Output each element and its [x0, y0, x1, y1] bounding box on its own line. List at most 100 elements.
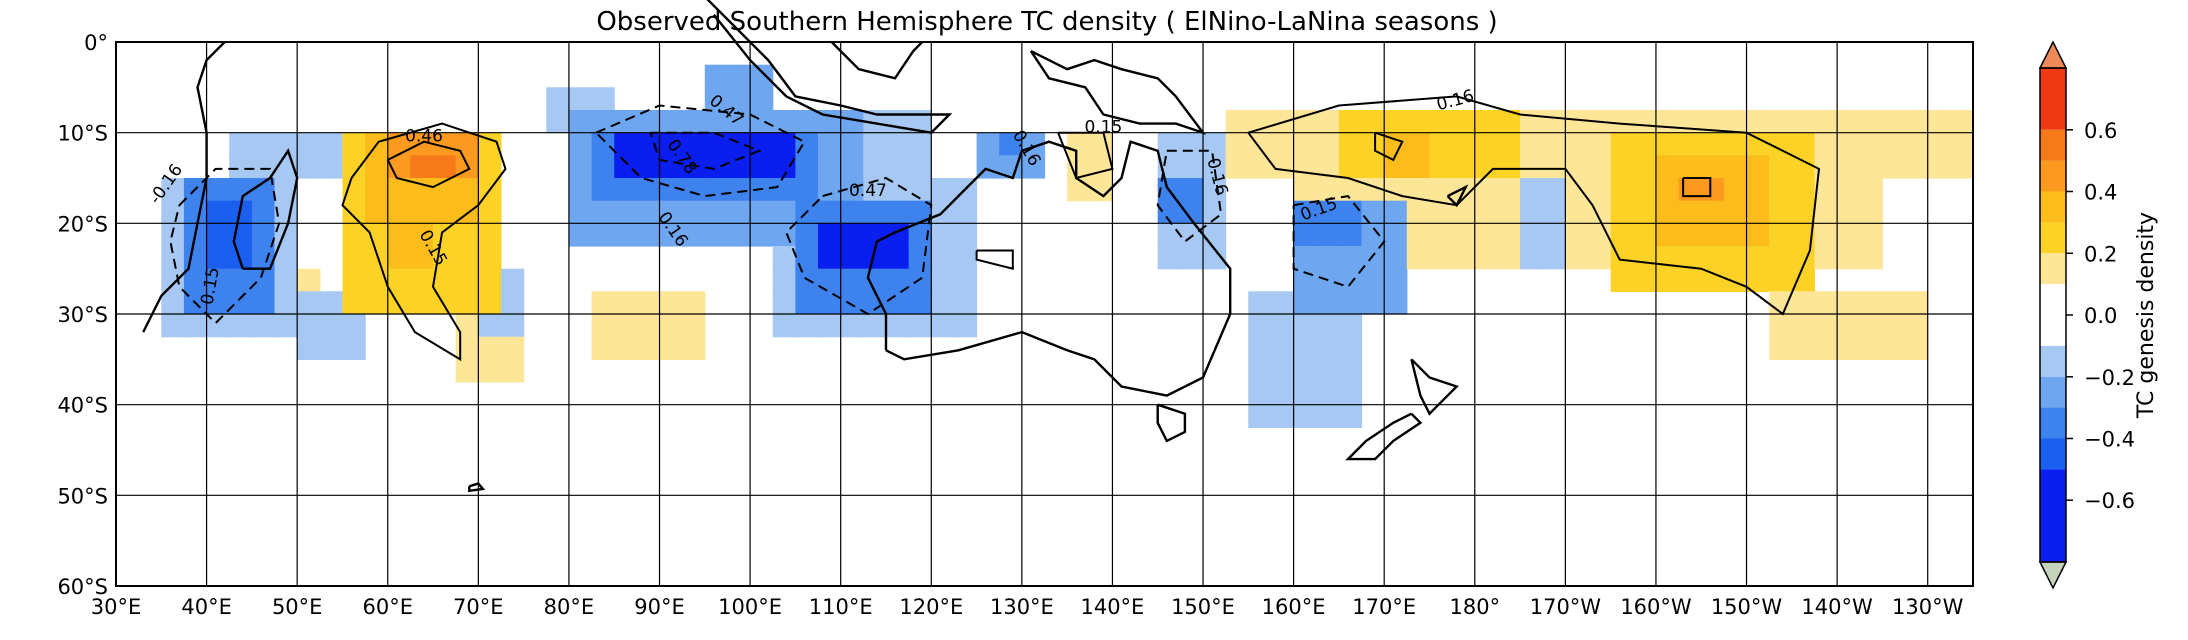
density-cell: [863, 223, 887, 247]
density-cell: [478, 268, 502, 292]
density-cell: [1723, 178, 1748, 202]
density-cell: [1452, 200, 1476, 224]
density-cell: [1520, 200, 1544, 224]
density-cell: [1293, 132, 1317, 156]
density-cell: [1520, 110, 1544, 134]
density-cell: [387, 246, 411, 270]
density-cell: [863, 291, 887, 315]
density-cell: [1248, 155, 1272, 179]
density-cell: [1837, 155, 1861, 179]
density-cell: [1678, 246, 1702, 270]
density-cell: [953, 291, 978, 315]
density-cell: [840, 268, 864, 292]
density-cell: [750, 110, 774, 134]
density-cell: [682, 155, 706, 179]
density-cell: [1542, 178, 1566, 202]
density-cell: [1384, 291, 1408, 315]
positive-contour: [386, 140, 471, 189]
density-cell: [1633, 268, 1657, 292]
density-cell: [818, 178, 842, 202]
density-cell: [1293, 291, 1317, 315]
density-cell: [976, 132, 1000, 156]
density-cell: [501, 291, 525, 315]
density-cell: [1452, 110, 1476, 134]
density-cell: [1203, 155, 1227, 179]
x-tick-label: 40°E: [181, 595, 232, 619]
density-cell: [1565, 223, 1589, 247]
density-cell: [183, 314, 208, 338]
density-cell: [251, 314, 276, 338]
density-cell: [614, 336, 638, 360]
density-cell: [568, 155, 593, 179]
density-cell: [953, 246, 978, 270]
x-tick-label: 120°E: [899, 595, 963, 619]
density-cell: [387, 178, 411, 202]
density-cell: [704, 223, 728, 247]
density-cell: [908, 155, 932, 179]
density-cell: [1769, 110, 1793, 134]
density-cell: [455, 178, 479, 202]
density-cell: [1542, 110, 1566, 134]
density-cell: [682, 336, 706, 360]
density-cell: [568, 87, 593, 111]
density-cell: [1769, 200, 1793, 224]
sulawesi-borneo-coast: [830, 41, 924, 80]
density-cell: [591, 155, 615, 179]
australia-coast: [866, 140, 1232, 397]
density-cell: [1474, 110, 1498, 134]
density-cell: [1814, 110, 1838, 134]
density-cell: [297, 291, 321, 315]
density-cell: [591, 291, 615, 315]
density-cell: [772, 246, 796, 270]
density-cell: [908, 246, 932, 270]
density-cell: [1316, 246, 1340, 270]
x-tick-label: 130°W: [1892, 595, 1964, 619]
density-cell: [1497, 178, 1521, 202]
density-cell: [251, 178, 276, 202]
density-cell: [1882, 155, 1906, 179]
x-tick-label: 80°E: [544, 595, 595, 619]
density-cell: [772, 314, 796, 338]
coastlines: [142, 0, 1469, 493]
density-cell: [1338, 223, 1363, 247]
colorbar-tick-label: −0.2: [2084, 366, 2135, 390]
density-cell: [727, 64, 751, 88]
density-cell: [365, 268, 389, 292]
density-cell: [1361, 110, 1385, 134]
density-cell: [1361, 200, 1385, 224]
density-cell: [614, 110, 638, 134]
density-cell: [659, 223, 683, 247]
density-cell: [251, 268, 276, 292]
density-cell: [1882, 291, 1906, 315]
density-cell: [750, 223, 774, 247]
density-cell: [863, 155, 887, 179]
density-cell: [1497, 110, 1521, 134]
density-cell: [1361, 155, 1385, 179]
density-cell: [795, 155, 819, 179]
density-cell: [1542, 155, 1566, 179]
density-cell: [1384, 155, 1408, 179]
density-cell: [342, 336, 366, 360]
density-cell: [342, 291, 366, 315]
density-cell: [251, 155, 276, 179]
tasmania-coast: [1156, 403, 1187, 443]
kerguelen-coast: [468, 482, 486, 493]
density-cell: [614, 223, 638, 247]
density-cell: [1248, 291, 1272, 315]
density-cell: [1678, 155, 1702, 179]
density-cell: [1882, 314, 1906, 338]
density-cell: [229, 314, 253, 338]
density-cell: [1384, 268, 1408, 292]
density-cell: [1248, 404, 1272, 428]
density-cell: [614, 178, 638, 202]
density-cell: [1338, 404, 1363, 428]
density-cell: [274, 178, 298, 202]
density-cell: [1089, 178, 1113, 202]
density-cell: [206, 291, 230, 315]
density-cell: [1859, 246, 1883, 270]
density-cell: [1588, 178, 1612, 202]
density-cell: [1837, 291, 1861, 315]
density-cell: [274, 314, 298, 338]
colorbar-segment: [2040, 407, 2066, 439]
density-cell: [206, 200, 230, 224]
